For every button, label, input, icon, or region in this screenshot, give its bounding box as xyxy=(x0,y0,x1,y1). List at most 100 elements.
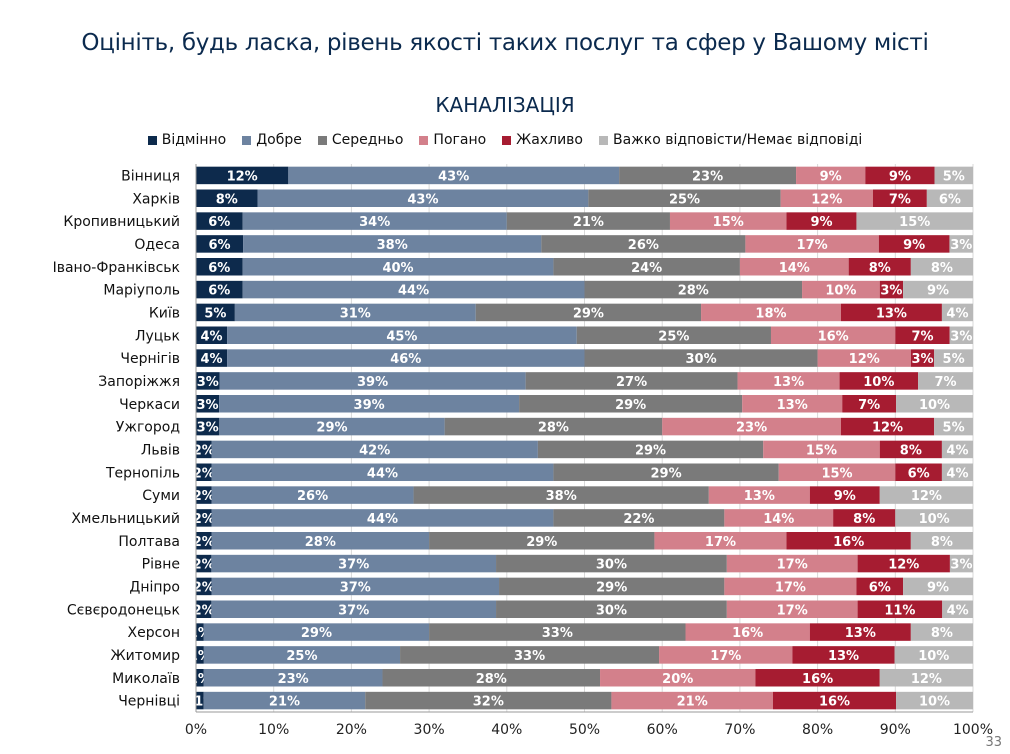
bar-segment xyxy=(726,600,858,618)
data-label: 28% xyxy=(538,421,569,436)
bar-segment xyxy=(934,349,973,367)
bar-segment xyxy=(211,554,497,573)
data-label: 17% xyxy=(797,238,828,253)
bar-segment xyxy=(196,395,220,413)
chart-title: КАНАЛІЗАЦІЯ xyxy=(435,93,575,117)
bar-segment xyxy=(739,258,849,276)
data-label: 29% xyxy=(573,306,604,321)
legend: Відмінно Добре Середньо Погано Жахливо Важко … xyxy=(0,132,1010,148)
legend-item: Важко відповісти/Немає відповіді xyxy=(598,132,862,148)
bar-segment xyxy=(211,509,554,527)
bar-segment xyxy=(196,189,258,207)
x-tick-label: 90% xyxy=(880,722,911,738)
data-label: 9% xyxy=(810,215,832,230)
bar-segment xyxy=(413,486,709,504)
category-label: Кропивницький xyxy=(63,214,180,230)
bar-segment xyxy=(196,258,243,276)
bar-segment xyxy=(242,280,585,299)
data-label: 10% xyxy=(919,695,950,710)
bar-segment xyxy=(243,235,542,253)
bar-segment xyxy=(203,669,383,687)
category-label: Полтава xyxy=(118,534,180,550)
bar-segment xyxy=(817,349,911,367)
bar-segment xyxy=(726,554,858,573)
bar-segment xyxy=(211,440,538,459)
bar-segment xyxy=(541,235,746,253)
data-label: 12% xyxy=(911,489,942,504)
data-label: 3% xyxy=(197,398,219,413)
bar-segment xyxy=(786,532,911,550)
bar-segment xyxy=(196,486,212,504)
bar-segment xyxy=(872,189,927,207)
data-label: 45% xyxy=(386,329,417,344)
data-label: 4% xyxy=(947,603,969,618)
x-tick-label: 80% xyxy=(802,722,833,738)
bar-segment xyxy=(742,395,843,413)
bar-segment xyxy=(840,303,942,322)
data-label: 23% xyxy=(278,672,309,687)
data-label: 7% xyxy=(911,329,933,344)
category-label: Ужгород xyxy=(116,420,180,436)
bar-segment xyxy=(203,691,366,710)
bar-segment xyxy=(196,372,220,390)
data-label: 14% xyxy=(779,261,810,276)
data-label: 29% xyxy=(526,535,557,550)
data-label: 9% xyxy=(927,284,949,299)
bar-segment xyxy=(662,417,841,436)
data-label: 6% xyxy=(208,261,230,276)
data-label: 33% xyxy=(542,626,573,641)
bar-segment xyxy=(878,235,950,253)
bar-segment xyxy=(525,372,738,390)
data-label: 13% xyxy=(777,398,808,413)
legend-label: Середньо xyxy=(331,132,404,148)
legend-label: Добре xyxy=(256,132,302,148)
data-label: 16% xyxy=(833,535,864,550)
bar-segment xyxy=(809,486,880,504)
data-label: 4% xyxy=(946,443,968,458)
data-label: 29% xyxy=(316,421,347,436)
bar-segment xyxy=(196,691,204,710)
data-label: 46% xyxy=(390,352,421,367)
page-title: Оцініть, будь ласка, рівень якості таких… xyxy=(81,30,929,56)
category-label: Одеса xyxy=(134,237,180,253)
bar-segment xyxy=(856,577,904,596)
data-label: 24% xyxy=(631,261,662,276)
data-label: 8% xyxy=(931,535,953,550)
category-label: Маріуполь xyxy=(103,283,180,299)
category-label: Вінниця xyxy=(121,168,180,184)
bar-segment xyxy=(879,486,973,504)
data-label: 5% xyxy=(943,421,965,436)
data-label: 29% xyxy=(596,580,627,595)
data-label: 31% xyxy=(340,306,371,321)
data-label: 16% xyxy=(818,329,849,344)
data-label: 9% xyxy=(889,169,911,184)
bar-segment xyxy=(429,532,655,550)
data-label: 4% xyxy=(201,329,223,344)
bar-segment xyxy=(839,372,919,390)
bar-segment xyxy=(196,417,220,436)
data-label: 32% xyxy=(473,695,504,710)
data-label: 2% xyxy=(193,512,215,527)
data-label: 2% xyxy=(193,580,215,595)
bar-segment xyxy=(842,395,897,413)
legend-label: Погано xyxy=(433,132,487,148)
bar-segment xyxy=(918,372,973,390)
data-label: 4% xyxy=(946,306,968,321)
category-label: Миколаїв xyxy=(112,671,180,687)
x-tick-label: 0% xyxy=(185,722,207,738)
bar-segment xyxy=(701,303,841,322)
bar-segment xyxy=(619,166,797,185)
legend-swatch xyxy=(502,135,512,145)
data-label: 38% xyxy=(546,489,577,504)
bar-segment xyxy=(196,349,228,367)
data-label: 26% xyxy=(628,238,659,253)
x-tick-label: 100% xyxy=(953,722,993,738)
bar-segment xyxy=(763,440,880,459)
data-label: 3% xyxy=(911,352,933,367)
data-label: 7% xyxy=(858,398,880,413)
data-label: 13% xyxy=(744,489,775,504)
x-tick-label: 60% xyxy=(647,722,678,738)
bar-segment xyxy=(196,532,212,550)
bar-segment xyxy=(879,669,973,687)
legend-label: Відмінно xyxy=(161,132,227,148)
